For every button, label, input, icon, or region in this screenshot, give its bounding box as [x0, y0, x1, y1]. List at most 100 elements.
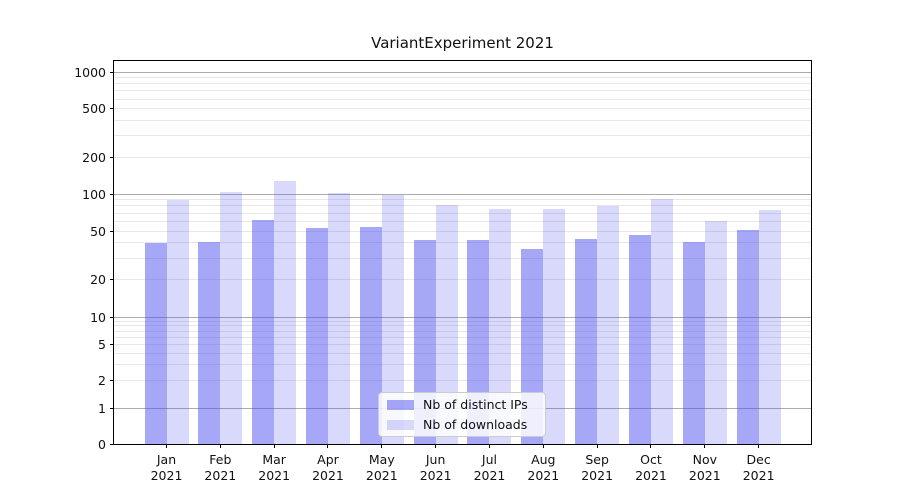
y-tick-mark	[110, 108, 114, 110]
y-tick-label: 1	[98, 401, 106, 416]
x-tick-label: Feb 2021	[204, 452, 237, 483]
y-tick-mark	[110, 193, 114, 195]
major-gridline	[114, 71, 811, 73]
x-tick-mark	[758, 444, 760, 448]
y-tick-mark	[110, 316, 114, 318]
minor-gridline	[114, 135, 811, 137]
bar-downloads	[166, 199, 189, 444]
bar-distinct-ips	[144, 242, 167, 444]
bar-distinct-ips	[575, 239, 598, 444]
bar-downloads	[381, 195, 404, 444]
x-tick-label: Nov 2021	[688, 452, 721, 483]
minor-gridline	[114, 257, 811, 259]
minor-gridline	[114, 199, 811, 201]
chart-title: VariantExperiment 2021	[371, 34, 554, 52]
minor-gridline	[114, 364, 811, 366]
y-tick-mark	[110, 279, 114, 281]
x-tick-label: Jan 2021	[150, 452, 183, 483]
x-tick-mark	[704, 444, 706, 448]
minor-gridline	[114, 325, 811, 327]
minor-gridline	[114, 77, 811, 79]
y-tick-label: 200	[82, 149, 106, 165]
minor-gridline	[114, 156, 811, 158]
x-tick-mark	[542, 444, 544, 448]
minor-gridline	[114, 330, 811, 332]
bar-downloads	[650, 199, 673, 444]
minor-gridline	[114, 336, 811, 338]
bar-distinct-ips	[305, 227, 328, 444]
y-tick-label: 100	[82, 186, 106, 202]
minor-gridline	[114, 320, 811, 322]
x-tick-label: Dec 2021	[742, 452, 775, 483]
plot-area: 0 1 2 5 10 20 50 100 200 500 1000 Jan 2021 Feb 2021 M…	[74, 60, 812, 483]
bar-distinct-ips	[682, 241, 705, 444]
x-tick-mark	[327, 444, 329, 448]
bar-downloads	[327, 192, 350, 444]
bar-distinct-ips	[252, 219, 275, 444]
y-tick-mark	[110, 71, 114, 73]
bar-downloads	[758, 210, 781, 444]
bar-distinct-ips	[359, 226, 382, 444]
legend-swatch-distinct-ips	[387, 399, 414, 410]
x-tick-mark	[435, 444, 437, 448]
x-tick-mark	[596, 444, 598, 448]
bar-distinct-ips	[628, 235, 651, 444]
x-tick-label: Apr 2021	[312, 452, 344, 483]
bar-downloads	[543, 208, 566, 444]
y-tick-label: 20	[90, 272, 106, 288]
legend-swatch-downloads	[387, 419, 414, 430]
legend-label-distinct-ips: Nb of distinct IPs	[423, 397, 528, 412]
bar-downloads	[704, 221, 727, 444]
major-gridline	[114, 193, 811, 195]
y-tick-mark	[110, 344, 114, 346]
minor-gridline	[114, 242, 811, 244]
x-tick-label: Sep 2021	[581, 452, 614, 483]
x-tick-label: May 2021	[365, 452, 398, 483]
y-tick-label: 0	[98, 436, 106, 452]
minor-gridline	[114, 279, 811, 281]
y-tick-label: 500	[82, 101, 106, 117]
y-tick-mark	[110, 408, 114, 409]
x-tick-mark	[273, 444, 275, 448]
minor-gridline	[114, 83, 811, 85]
bar-downloads	[220, 192, 243, 444]
bar-downloads	[435, 205, 458, 444]
y-tick-mark	[110, 380, 114, 382]
x-tick-mark	[166, 444, 167, 448]
x-tick-label: Aug 2021	[527, 452, 560, 483]
x-tick-label: Jul 2021	[473, 452, 506, 483]
minor-gridline	[114, 90, 811, 92]
legend-label-downloads: Nb of downloads	[423, 417, 528, 432]
legend-item-downloads: Nb of downloads	[387, 416, 537, 433]
bar-downloads	[489, 209, 512, 444]
x-tick-mark	[488, 444, 490, 448]
minor-gridline	[114, 205, 811, 207]
legend: Nb of distinct IPs Nb of downloads	[378, 392, 546, 437]
x-tick-mark	[650, 444, 652, 448]
y-tick-label: 2	[98, 373, 106, 389]
minor-gridline	[114, 220, 811, 222]
y-tick-label: 10	[90, 309, 106, 325]
x-tick-label: Mar 2021	[258, 452, 291, 483]
bar-downloads	[274, 180, 297, 444]
minor-gridline	[114, 212, 811, 214]
bar-distinct-ips	[736, 229, 759, 444]
major-gridline	[114, 316, 811, 318]
minor-gridline	[114, 230, 811, 232]
y-tick-label: 5	[98, 337, 106, 353]
minor-gridline	[114, 108, 811, 110]
minor-gridline	[114, 98, 811, 100]
bar-downloads	[597, 205, 620, 444]
y-tick-mark	[110, 230, 114, 232]
minor-gridline	[114, 344, 811, 346]
y-tick-mark	[110, 156, 114, 158]
x-tick-label: Oct 2021	[635, 452, 667, 483]
minor-gridline	[114, 380, 811, 382]
x-tick-mark	[219, 444, 221, 448]
y-tick-label: 50	[90, 223, 106, 239]
x-tick-label: Jun 2021	[419, 452, 452, 483]
y-tick-mark	[110, 443, 114, 445]
bar-distinct-ips	[198, 241, 221, 444]
minor-gridline	[114, 352, 811, 354]
